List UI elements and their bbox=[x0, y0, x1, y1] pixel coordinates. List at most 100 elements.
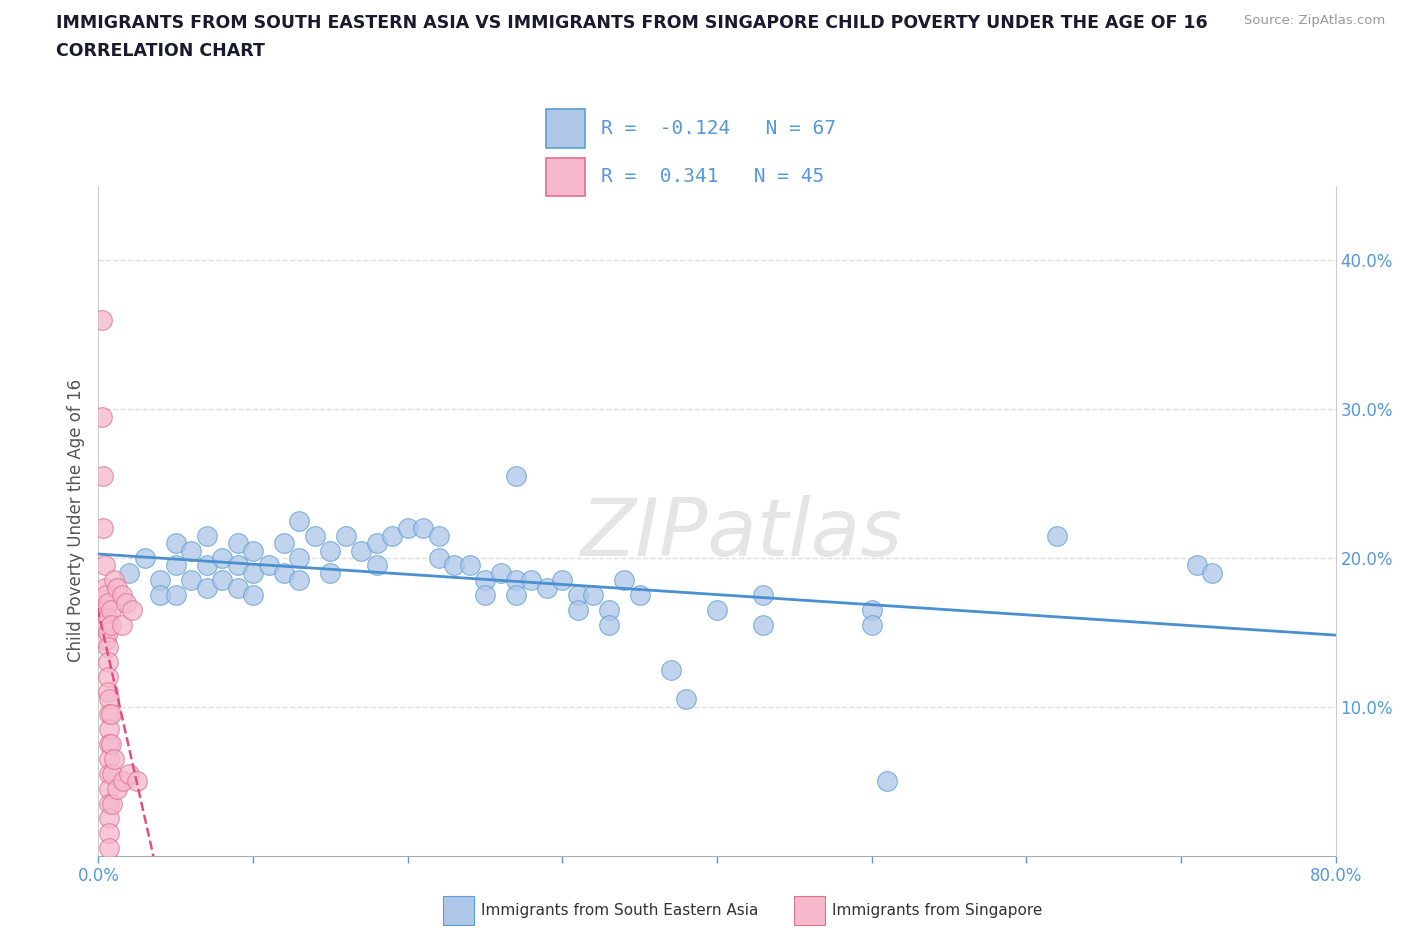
Point bbox=[876, 774, 898, 789]
Point bbox=[211, 551, 233, 565]
Point bbox=[211, 573, 233, 588]
Point bbox=[195, 528, 218, 543]
Point bbox=[98, 707, 121, 722]
Point bbox=[93, 558, 115, 573]
Point bbox=[97, 684, 120, 699]
Point bbox=[752, 588, 775, 603]
Point bbox=[675, 692, 697, 707]
Point bbox=[381, 528, 404, 543]
Point bbox=[458, 558, 481, 573]
Point bbox=[149, 588, 172, 603]
Point bbox=[752, 618, 775, 632]
Point bbox=[567, 588, 589, 603]
Text: IMMIGRANTS FROM SOUTH EASTERN ASIA VS IMMIGRANTS FROM SINGAPORE CHILD POVERTY UN: IMMIGRANTS FROM SOUTH EASTERN ASIA VS IM… bbox=[56, 14, 1208, 32]
Point bbox=[121, 603, 143, 618]
Point bbox=[111, 588, 134, 603]
Point bbox=[505, 573, 527, 588]
Point bbox=[98, 766, 121, 781]
Point bbox=[613, 573, 636, 588]
Point bbox=[598, 603, 620, 618]
Point bbox=[396, 521, 419, 536]
Point bbox=[489, 565, 512, 580]
Point bbox=[659, 662, 682, 677]
Text: ZIPatlas: ZIPatlas bbox=[581, 495, 903, 573]
Point bbox=[319, 565, 342, 580]
Point bbox=[118, 766, 141, 781]
Point bbox=[412, 521, 434, 536]
Point bbox=[98, 737, 121, 751]
Point bbox=[112, 774, 135, 789]
Point bbox=[860, 618, 883, 632]
Point bbox=[582, 588, 605, 603]
Point bbox=[366, 536, 388, 551]
Point bbox=[93, 580, 115, 595]
Point bbox=[100, 737, 122, 751]
Point bbox=[111, 618, 134, 632]
Point bbox=[505, 588, 527, 603]
Point bbox=[1185, 558, 1208, 573]
Point bbox=[427, 528, 450, 543]
Point bbox=[165, 558, 187, 573]
Bar bbox=[546, 110, 585, 148]
Point bbox=[226, 558, 249, 573]
Text: Source: ZipAtlas.com: Source: ZipAtlas.com bbox=[1244, 14, 1385, 27]
Point bbox=[520, 573, 543, 588]
Point bbox=[97, 655, 120, 670]
Point bbox=[474, 588, 496, 603]
Text: Immigrants from Singapore: Immigrants from Singapore bbox=[832, 903, 1043, 918]
Point bbox=[90, 312, 112, 327]
Point bbox=[273, 536, 295, 551]
Point bbox=[706, 603, 728, 618]
Point bbox=[1046, 528, 1069, 543]
Point bbox=[505, 469, 527, 484]
Point bbox=[96, 603, 118, 618]
Point bbox=[165, 536, 187, 551]
Point bbox=[91, 469, 114, 484]
Point bbox=[91, 521, 114, 536]
Y-axis label: Child Poverty Under the Age of 16: Child Poverty Under the Age of 16 bbox=[67, 379, 86, 662]
Point bbox=[90, 409, 112, 424]
Point bbox=[226, 580, 249, 595]
Point bbox=[443, 558, 465, 573]
Point bbox=[100, 603, 122, 618]
Point bbox=[98, 781, 121, 796]
Point bbox=[118, 565, 141, 580]
Point bbox=[115, 595, 138, 610]
Point bbox=[100, 707, 122, 722]
Point bbox=[474, 573, 496, 588]
Point bbox=[149, 573, 172, 588]
Point bbox=[319, 543, 342, 558]
Point bbox=[195, 558, 218, 573]
Point bbox=[242, 543, 264, 558]
Point bbox=[101, 766, 124, 781]
Text: R =  0.341   N = 45: R = 0.341 N = 45 bbox=[602, 167, 824, 187]
Point bbox=[226, 536, 249, 551]
Point bbox=[427, 551, 450, 565]
Point bbox=[567, 603, 589, 618]
Point bbox=[628, 588, 651, 603]
Point bbox=[134, 551, 156, 565]
Point bbox=[242, 565, 264, 580]
Point bbox=[195, 580, 218, 595]
Point bbox=[536, 580, 558, 595]
Point bbox=[1201, 565, 1223, 580]
Point bbox=[100, 618, 122, 632]
Text: R =  -0.124   N = 67: R = -0.124 N = 67 bbox=[602, 119, 837, 139]
Text: Immigrants from South Eastern Asia: Immigrants from South Eastern Asia bbox=[481, 903, 758, 918]
Point bbox=[105, 781, 128, 796]
Point bbox=[98, 796, 121, 811]
Point bbox=[860, 603, 883, 618]
Point bbox=[180, 573, 202, 588]
Point bbox=[98, 692, 121, 707]
Point bbox=[97, 640, 120, 655]
Point bbox=[180, 543, 202, 558]
Point bbox=[103, 573, 125, 588]
Point bbox=[127, 774, 149, 789]
Point bbox=[98, 811, 121, 826]
Point bbox=[288, 513, 311, 528]
Point bbox=[165, 588, 187, 603]
Point bbox=[242, 588, 264, 603]
Bar bbox=[546, 157, 585, 196]
Point bbox=[350, 543, 373, 558]
Point bbox=[335, 528, 357, 543]
